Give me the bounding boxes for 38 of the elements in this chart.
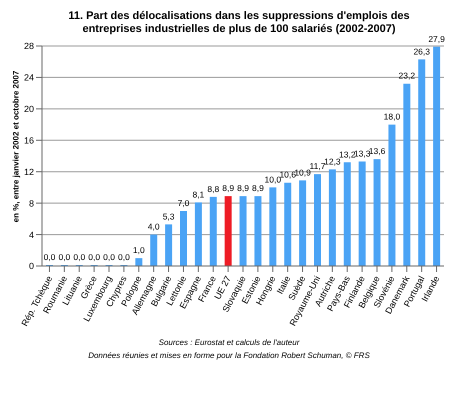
data-label: 7,0 — [178, 198, 190, 208]
data-label: 0,0 — [73, 252, 86, 262]
data-label: 10,6 — [279, 170, 296, 180]
data-label: 8,1 — [192, 189, 205, 200]
data-label: 13,2 — [339, 149, 356, 160]
data-label: 18,0 — [384, 112, 400, 122]
data-label: 1,0 — [132, 245, 146, 256]
y-axis-title: en %, entre janvier 2002 et octobre 2007 — [12, 70, 21, 222]
data-label: 0,0 — [118, 252, 130, 262]
data-label: 11,7 — [310, 161, 326, 172]
chart-title: 11. Part des délocalisations dans les suppressions d'emplois des entreprises industrielles de plus de 100 salariés (2002-2007) — [68, 10, 410, 35]
y-tick-label: 24 — [24, 72, 34, 83]
data-label: 23,2 — [398, 70, 416, 81]
data-label: 26,3 — [413, 46, 430, 56]
y-tick-label: 8 — [28, 198, 34, 208]
data-label: 4,0 — [148, 222, 160, 232]
data-label: 27,9 — [428, 34, 446, 44]
data-label: 8,9 — [237, 183, 250, 194]
data-label: 13,6 — [368, 146, 386, 156]
data-label: 8,8 — [207, 184, 220, 194]
data-label: 10,9 — [294, 167, 312, 178]
data-label: 8,9 — [222, 183, 234, 194]
data-label: 0,0 — [88, 252, 100, 262]
data-label: 0,0 — [44, 252, 56, 262]
data-label: 8,9 — [252, 183, 264, 194]
y-tick-label: 28 — [24, 41, 34, 52]
data-label: 10,0 — [264, 174, 282, 184]
y-tick-label: 20 — [24, 104, 34, 114]
y-tick-label: 4 — [28, 230, 34, 240]
data-label: 5,3 — [162, 211, 175, 222]
data-label: 12,3 — [324, 156, 341, 166]
source-note: Sources : Eurostat et calculs de l'auteur — [158, 337, 301, 349]
y-tick-label: 0 — [28, 261, 34, 272]
data-label: 0,0 — [103, 252, 116, 262]
y-tick-label: 12 — [24, 166, 34, 177]
text: Données réunies et mises en forme pour la Fondation Robert Schuman, © FRS — [87, 350, 371, 362]
data-label: 0,0 — [58, 252, 71, 262]
y-tick-label: 16 — [24, 135, 34, 146]
